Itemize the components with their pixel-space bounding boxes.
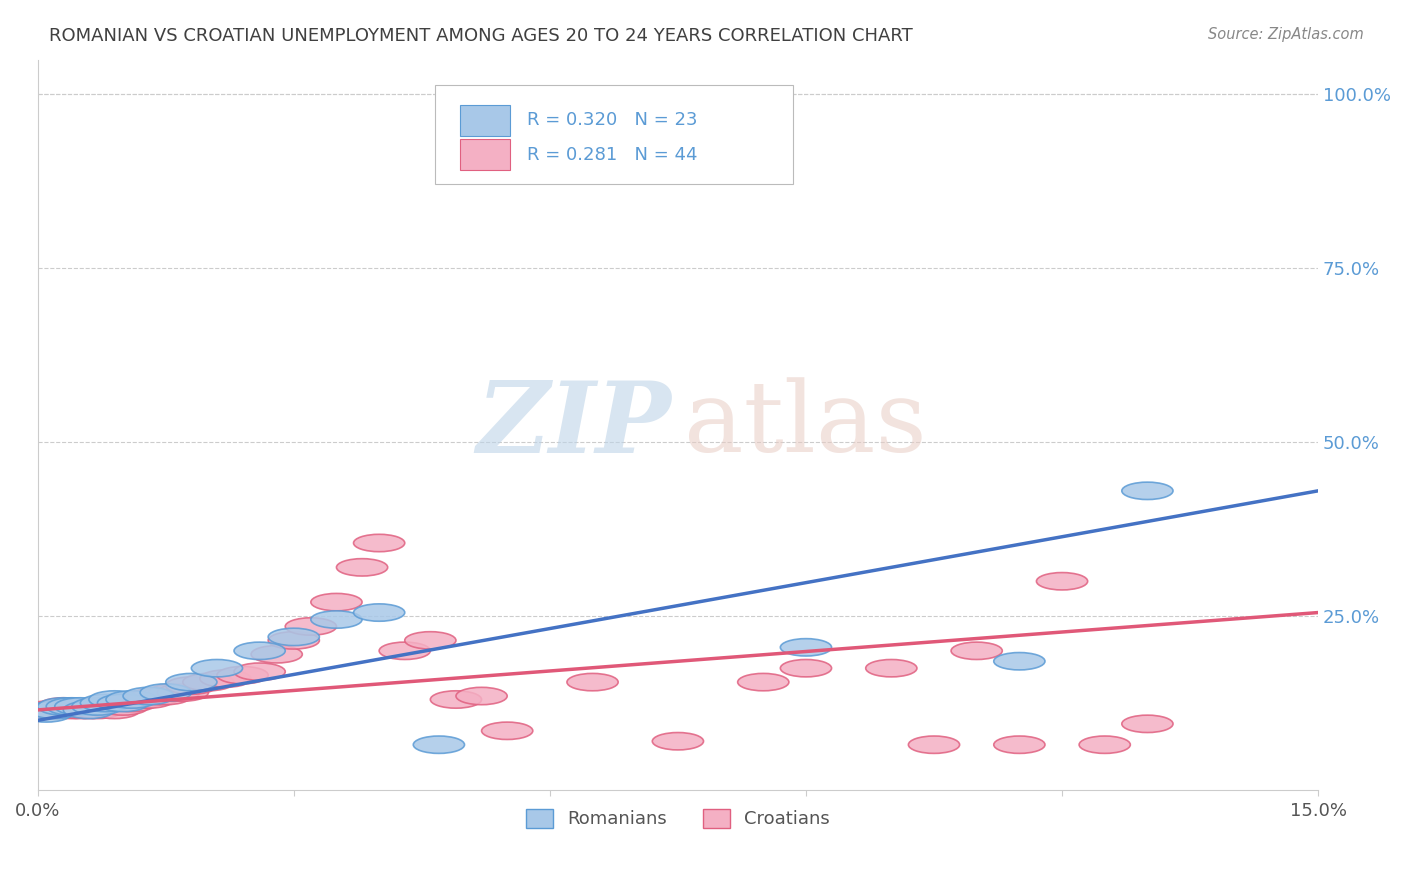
Ellipse shape — [124, 688, 174, 705]
Ellipse shape — [482, 723, 533, 739]
Ellipse shape — [124, 690, 174, 708]
Ellipse shape — [1122, 715, 1173, 732]
Ellipse shape — [38, 698, 89, 715]
Ellipse shape — [55, 701, 105, 719]
Ellipse shape — [994, 736, 1045, 754]
Ellipse shape — [405, 632, 456, 649]
Ellipse shape — [413, 736, 464, 754]
Ellipse shape — [200, 670, 252, 688]
Ellipse shape — [63, 701, 114, 719]
Text: Source: ZipAtlas.com: Source: ZipAtlas.com — [1208, 27, 1364, 42]
Ellipse shape — [21, 705, 72, 723]
Ellipse shape — [89, 701, 141, 719]
Ellipse shape — [191, 659, 243, 677]
Ellipse shape — [233, 663, 285, 681]
Ellipse shape — [269, 632, 319, 649]
Ellipse shape — [285, 618, 336, 635]
Text: atlas: atlas — [685, 376, 927, 473]
Ellipse shape — [97, 694, 149, 712]
Ellipse shape — [1080, 736, 1130, 754]
Ellipse shape — [652, 732, 703, 750]
Ellipse shape — [353, 534, 405, 551]
Ellipse shape — [311, 611, 363, 628]
Ellipse shape — [269, 628, 319, 646]
Ellipse shape — [105, 690, 157, 708]
Ellipse shape — [149, 684, 200, 701]
Ellipse shape — [456, 688, 508, 705]
Text: R = 0.320   N = 23: R = 0.320 N = 23 — [527, 112, 697, 129]
Ellipse shape — [89, 690, 141, 708]
Ellipse shape — [183, 673, 233, 690]
Ellipse shape — [55, 698, 105, 715]
Ellipse shape — [141, 684, 191, 701]
Ellipse shape — [166, 673, 217, 690]
Ellipse shape — [217, 666, 269, 684]
Ellipse shape — [72, 698, 124, 715]
Ellipse shape — [252, 646, 302, 663]
Text: ROMANIAN VS CROATIAN UNEMPLOYMENT AMONG AGES 20 TO 24 YEARS CORRELATION CHART: ROMANIAN VS CROATIAN UNEMPLOYMENT AMONG … — [49, 27, 912, 45]
Legend: Romanians, Croatians: Romanians, Croatians — [519, 802, 838, 836]
Ellipse shape — [132, 688, 183, 705]
Ellipse shape — [30, 701, 80, 719]
Text: ZIP: ZIP — [477, 376, 672, 473]
Ellipse shape — [1036, 573, 1088, 590]
Ellipse shape — [780, 639, 831, 656]
Ellipse shape — [63, 701, 114, 719]
Ellipse shape — [38, 698, 89, 715]
Ellipse shape — [80, 694, 132, 712]
Text: R = 0.281   N = 44: R = 0.281 N = 44 — [527, 145, 697, 163]
Ellipse shape — [950, 642, 1002, 659]
Ellipse shape — [336, 558, 388, 576]
FancyBboxPatch shape — [460, 139, 510, 169]
Ellipse shape — [114, 690, 166, 708]
Ellipse shape — [46, 698, 97, 715]
Ellipse shape — [908, 736, 960, 754]
Ellipse shape — [353, 604, 405, 621]
Ellipse shape — [80, 698, 132, 715]
Ellipse shape — [105, 694, 157, 712]
Ellipse shape — [1122, 483, 1173, 500]
Ellipse shape — [97, 698, 149, 715]
Ellipse shape — [46, 701, 97, 719]
Ellipse shape — [866, 659, 917, 677]
Ellipse shape — [567, 673, 619, 690]
FancyBboxPatch shape — [434, 85, 793, 184]
Ellipse shape — [380, 642, 430, 659]
Ellipse shape — [21, 701, 72, 719]
Ellipse shape — [430, 690, 482, 708]
Ellipse shape — [157, 684, 208, 701]
FancyBboxPatch shape — [460, 105, 510, 136]
Ellipse shape — [30, 701, 80, 719]
Ellipse shape — [72, 701, 124, 719]
Ellipse shape — [780, 659, 831, 677]
Ellipse shape — [738, 673, 789, 690]
Ellipse shape — [233, 642, 285, 659]
Ellipse shape — [994, 653, 1045, 670]
Ellipse shape — [166, 677, 217, 694]
Ellipse shape — [141, 688, 191, 705]
Ellipse shape — [311, 593, 363, 611]
